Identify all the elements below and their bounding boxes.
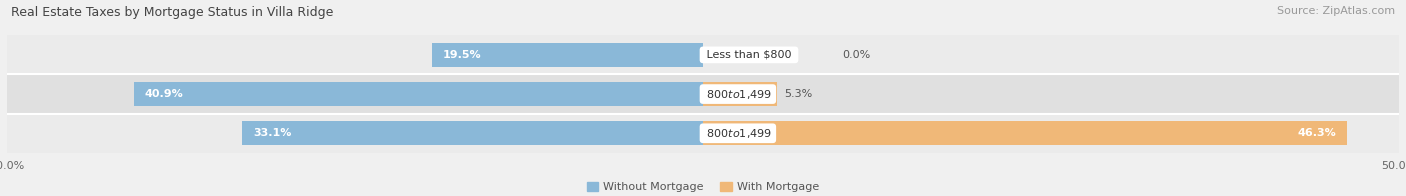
Legend: Without Mortgage, With Mortgage: Without Mortgage, With Mortgage xyxy=(586,181,820,192)
Bar xyxy=(134,82,703,106)
Bar xyxy=(703,121,1347,145)
Bar xyxy=(242,121,703,145)
Text: Source: ZipAtlas.com: Source: ZipAtlas.com xyxy=(1277,6,1395,16)
Text: Real Estate Taxes by Mortgage Status in Villa Ridge: Real Estate Taxes by Mortgage Status in … xyxy=(11,6,333,19)
Text: 40.9%: 40.9% xyxy=(145,89,184,99)
Bar xyxy=(432,43,703,67)
Text: 19.5%: 19.5% xyxy=(443,50,481,60)
Text: 46.3%: 46.3% xyxy=(1298,128,1336,138)
Text: $800 to $1,499: $800 to $1,499 xyxy=(703,127,773,140)
Text: $800 to $1,499: $800 to $1,499 xyxy=(703,88,773,101)
Text: 33.1%: 33.1% xyxy=(253,128,292,138)
Bar xyxy=(7,74,1399,114)
Bar xyxy=(7,35,1399,74)
Text: 0.0%: 0.0% xyxy=(842,50,870,60)
Bar xyxy=(7,114,1399,153)
Text: 5.3%: 5.3% xyxy=(783,89,813,99)
Bar xyxy=(703,82,776,106)
Text: Less than $800: Less than $800 xyxy=(703,50,794,60)
